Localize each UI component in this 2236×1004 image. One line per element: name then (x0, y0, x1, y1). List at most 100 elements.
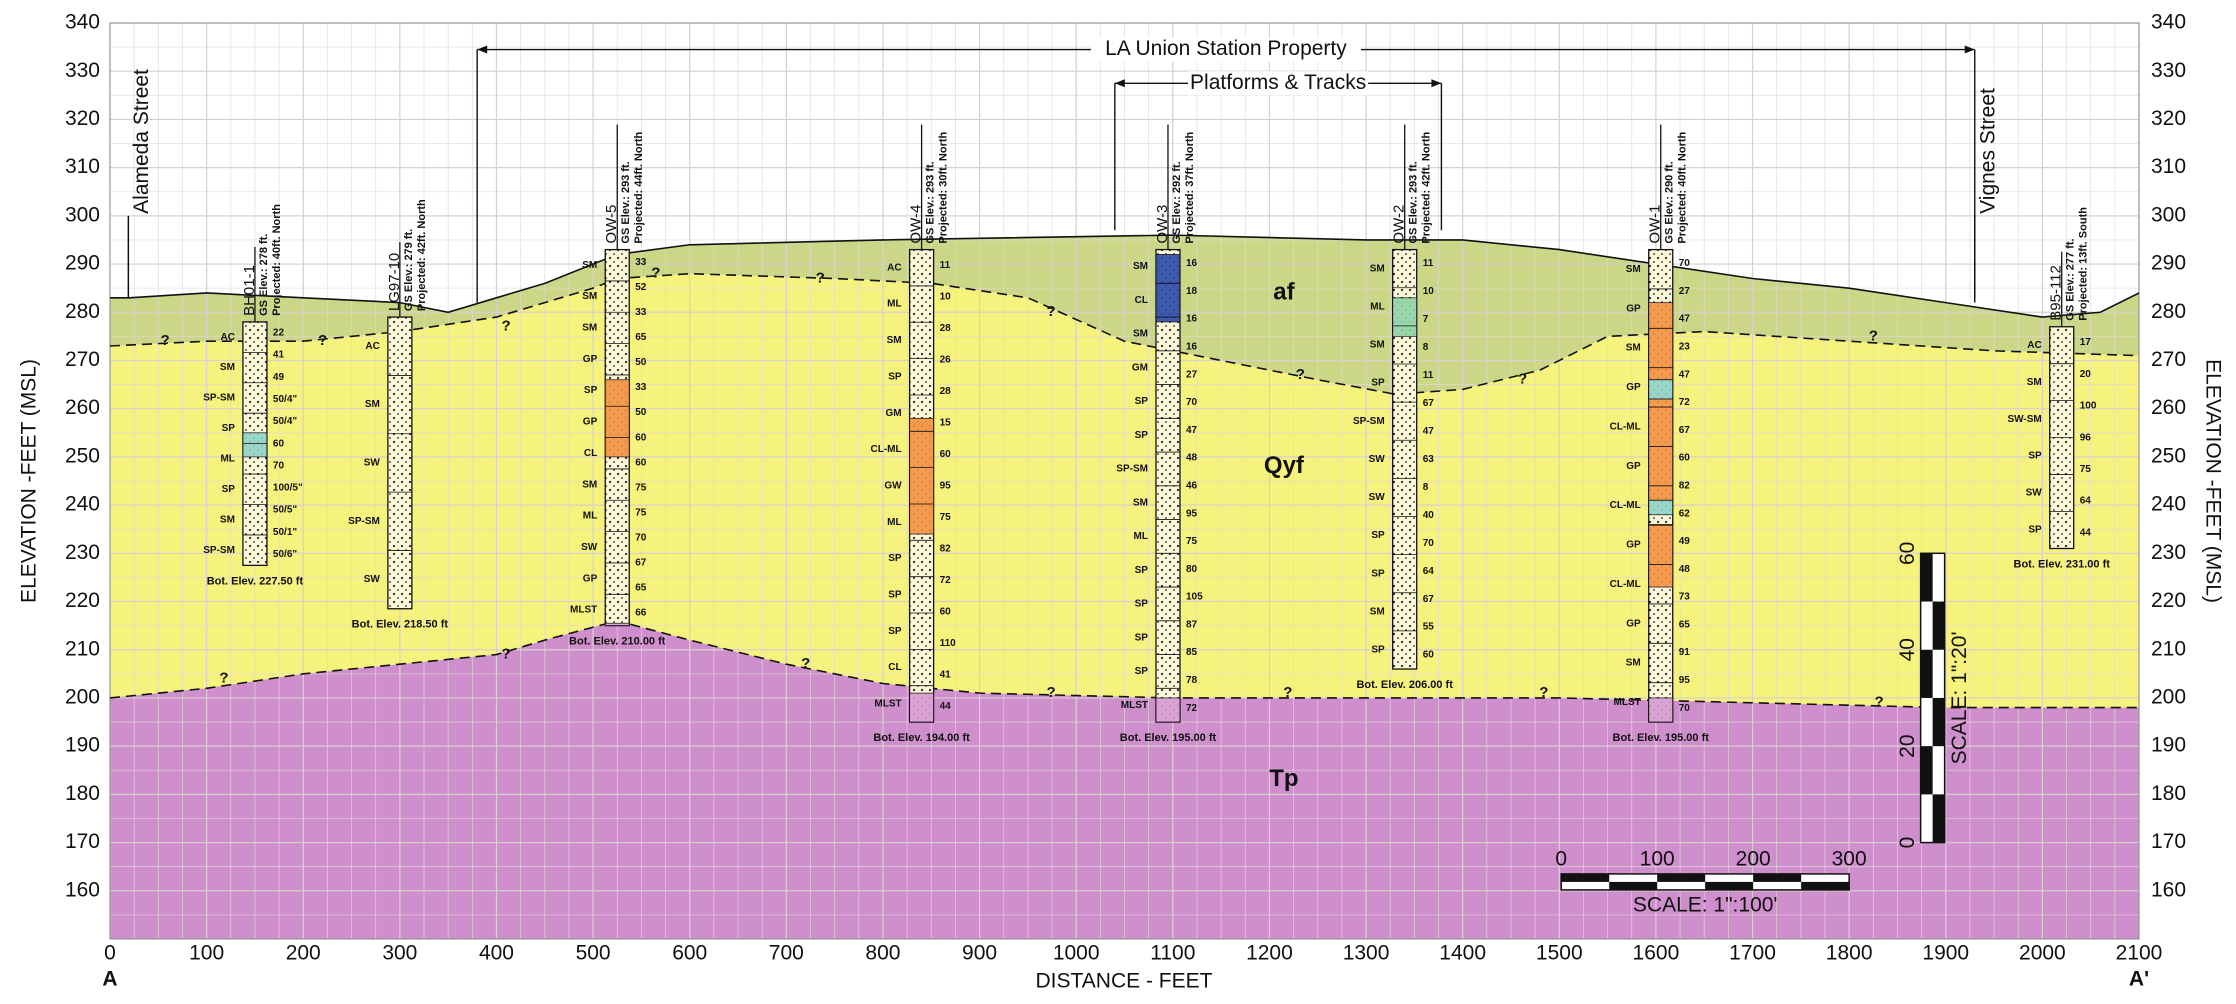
unit-label: af (1273, 278, 1295, 305)
y-tick-label: 260 (2151, 396, 2186, 419)
blow-count: 41 (273, 350, 285, 361)
soil-code: SM (1133, 261, 1148, 272)
borehole-interval (604, 379, 630, 458)
blow-count: 72 (1679, 397, 1691, 408)
span-bracket: LA Union Station Property (476, 37, 1976, 303)
soil-code: SW (2026, 488, 2043, 499)
blow-count: 15 (940, 417, 952, 428)
scale-label: 200 (1736, 847, 1771, 870)
y-tick-label: 290 (2151, 252, 2186, 275)
soil-code: SP-SM (203, 393, 235, 404)
soil-code: SM (582, 479, 597, 490)
soil-code: SP (222, 484, 236, 495)
horizontal-scale: 0 100 200 300 SCALE: 1":100' (1555, 847, 1866, 916)
soil-code: GP (1626, 382, 1641, 393)
scale-segment (1920, 746, 1933, 795)
soil-code: SP (888, 589, 902, 600)
scale-label: 40 (1896, 638, 1919, 661)
blow-count: 72 (940, 575, 952, 586)
x-tick-label: 600 (672, 942, 707, 965)
blow-count: 16 (1186, 314, 1198, 325)
borehole: OW-2 GS Elev.: 293 ft. Projected: 42ft. No… (1353, 124, 1453, 691)
borehole-name: BH01-1 (241, 265, 258, 316)
blow-count: 46 (1186, 480, 1198, 491)
soil-code: SP-SM (348, 516, 380, 527)
soil-code: SM (1626, 343, 1641, 354)
borehole-bottom-elevation: Bot. Elev. 206.00 ft (1356, 679, 1453, 691)
soil-code: SP (888, 626, 902, 637)
borehole-interval (604, 622, 630, 627)
borehole-name: OW-5 (603, 205, 620, 244)
blow-count: 28 (940, 386, 952, 397)
borehole-ground-elevation: GS Elev.: 292 ft. (1171, 161, 1183, 243)
y-tick-label: 230 (2151, 541, 2186, 564)
y-tick-label: 180 (65, 782, 100, 805)
blow-count: 82 (940, 543, 952, 554)
soil-code: SW (1369, 492, 1386, 503)
y-tick-label: 280 (65, 300, 100, 323)
x-tick-label: 1800 (1826, 942, 1873, 965)
soil-code: CL-ML (870, 444, 901, 455)
borehole: OW-1 GS Elev.: 290 ft. Projected: 40ft. No… (1610, 124, 1710, 744)
soil-code: SM (1133, 329, 1148, 340)
borehole-name: OW-2 (1391, 205, 1408, 244)
borehole: B95-112 GS Elev.: 277 ft. Projected: 13ft.… (2007, 207, 2110, 571)
scale-segment (1705, 881, 1754, 890)
y-tick-label: 220 (2151, 589, 2186, 612)
borehole-bottom-elevation: Bot. Elev. 195.00 ft (1120, 732, 1217, 744)
borehole-interval (1648, 697, 1674, 723)
x-tick-label: 100 (189, 942, 224, 965)
y-tick-label: 270 (65, 348, 100, 371)
soil-code: GP (1626, 461, 1641, 472)
y-tick-label: 340 (2151, 11, 2186, 34)
y-tick-label: 320 (65, 107, 100, 130)
soil-code: GP (1626, 303, 1641, 314)
scale-label: 20 (1896, 734, 1919, 757)
arrow-head (477, 45, 488, 54)
blow-count: 50/4" (273, 394, 297, 405)
uncertain-contact: ? (318, 332, 327, 349)
borehole-column (387, 316, 413, 610)
uncertain-contact: ? (1869, 327, 1878, 344)
y-tick-label: 330 (2151, 59, 2186, 82)
y-tick-label: 310 (65, 155, 100, 178)
x-tick-label: 300 (382, 942, 417, 965)
soil-code: SM (1626, 264, 1641, 275)
borehole-interval (1648, 398, 1674, 501)
y-tick-label: 170 (65, 830, 100, 853)
blow-count: 60 (940, 449, 952, 460)
soil-code: AC (365, 341, 379, 352)
y-tick-label: 250 (2151, 444, 2186, 467)
street-label: Alameda Street (130, 69, 153, 214)
blow-count: 33 (635, 307, 647, 318)
soil-code: SP (1135, 632, 1149, 643)
blow-count: 11 (940, 260, 951, 271)
blow-count: 80 (1186, 564, 1198, 575)
blow-count: 65 (635, 332, 647, 343)
soil-code: AC (220, 332, 234, 343)
soil-code: AC (887, 262, 901, 273)
blow-count: 95 (1679, 675, 1691, 686)
soil-code: SM (220, 514, 235, 525)
x-tick-label: 2100 (2116, 942, 2163, 965)
soil-code: CL-ML (1610, 421, 1641, 432)
borehole-bottom-elevation: Bot. Elev. 195.00 ft (1613, 732, 1710, 744)
borehole: OW-5 GS Elev.: 293 ft. Projected: 44ft. No… (569, 124, 666, 648)
blow-count: 41 (940, 669, 952, 680)
unit-label: Tp (1269, 765, 1298, 792)
scale-segment (1801, 881, 1850, 890)
vertical-scale: 0 20 40 60 SCALE: 1":20' (1896, 542, 1971, 849)
blow-count: 105 (1186, 592, 1203, 603)
blow-count: 27 (1186, 369, 1198, 380)
soil-code: SW (364, 458, 381, 469)
blow-count: 16 (1186, 258, 1198, 269)
blow-count: 16 (1186, 342, 1198, 353)
blow-count: 50/5" (273, 505, 297, 516)
y-axis-title: ELEVATION -FEET (MSL) (18, 359, 41, 603)
y-tick-label: 200 (65, 685, 100, 708)
x-tick-label: 1200 (1246, 942, 1293, 965)
soil-code: CL-ML (1610, 579, 1641, 590)
blow-count: 27 (1679, 286, 1691, 297)
scale-segment (1657, 873, 1706, 882)
